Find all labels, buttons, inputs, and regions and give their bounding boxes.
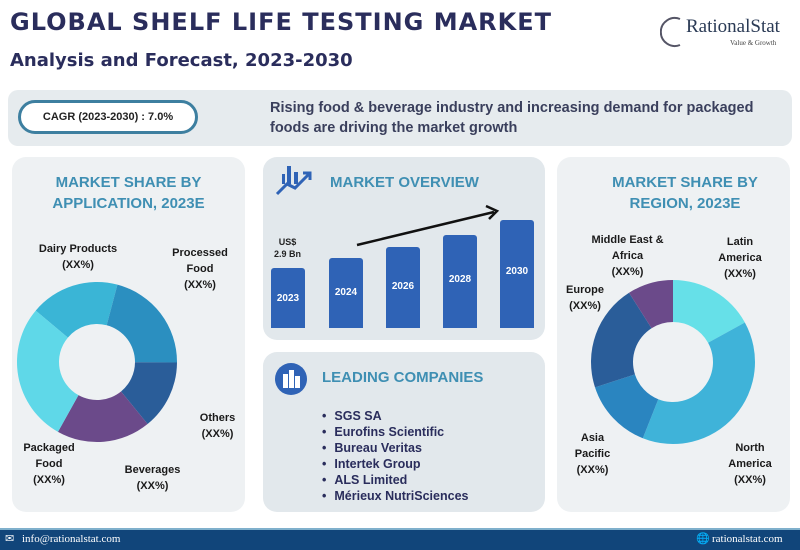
slice-value: (XX%) [734, 474, 766, 486]
slice-value: (XX%) [576, 464, 609, 476]
label-packaged-food: Packaged Food (XX%) [14, 440, 84, 488]
slice-value: (XX%) [611, 266, 644, 278]
slice-north-america [642, 322, 756, 444]
growth-chart-icon [275, 166, 312, 196]
logo-name: RationalStat [686, 16, 780, 37]
slice-name: Others [199, 412, 236, 424]
label-europe: Europe (XX%) [560, 282, 610, 314]
globe-icon: 🌐 [696, 533, 710, 545]
footer-website[interactable]: rationalstat.com [712, 533, 783, 545]
base-value-label: US$ 2.9 Bn [274, 236, 301, 260]
slice-value: (XX%) [569, 300, 601, 312]
slice-dairy-products [35, 282, 118, 338]
logo: RationalStat Value & Growth [660, 14, 795, 50]
slice-value: (XX%) [136, 480, 169, 492]
company-item: Bureau Veritas [322, 440, 468, 456]
slice-name: Beverages [124, 464, 181, 476]
company-item: ALS Limited [322, 472, 468, 488]
bar-2023: 2023 [271, 268, 305, 328]
company-item: Eurofins Scientific [322, 424, 468, 440]
slice-name: Middle East & Africa [591, 234, 664, 262]
label-beverages: Beverages (XX%) [110, 462, 195, 494]
bar-label: 2028 [448, 273, 472, 285]
slice-processed-food [106, 284, 177, 363]
company-item: Intertek Group [322, 456, 468, 472]
slice-name: Processed Food [172, 247, 228, 275]
bar-label: 2023 [276, 293, 300, 305]
footer-email[interactable]: info@rationalstat.com [22, 533, 121, 545]
label-asia-pacific: Asia Pacific (XX%) [565, 430, 620, 478]
slice-name: Dairy Products [38, 243, 118, 255]
companies-list: SGS SA Eurofins Scientific Bureau Verita… [322, 408, 468, 504]
bar-label: 2026 [391, 281, 415, 293]
value-currency: US$ [278, 237, 297, 247]
cagr-badge: CAGR (2023-2030) : 7.0% [18, 100, 198, 134]
label-north-america: North America (XX%) [710, 440, 790, 488]
buildings-icon [275, 363, 307, 395]
company-item: SGS SA [322, 408, 468, 424]
market-overview-title: MARKET OVERVIEW [330, 174, 479, 191]
leading-companies-title: LEADING COMPANIES [322, 369, 484, 386]
market-driver-text: Rising food & beverage industry and incr… [270, 100, 754, 136]
label-middle-east-africa: Middle East & Africa (XX%) [585, 232, 670, 280]
slice-name: Latin America [718, 236, 762, 264]
slice-europe [591, 292, 652, 388]
slice-packaged-food [16, 310, 79, 432]
page-title: GLOBAL SHELF LIFE TESTING MARKET [10, 8, 553, 36]
label-processed-food: Processed Food (XX%) [160, 245, 240, 293]
slice-value: (XX%) [724, 268, 756, 280]
slice-others [121, 362, 177, 424]
slice-latin-america [673, 280, 745, 343]
slice-middle-east-africa [629, 280, 673, 329]
bar-2030: 2030 [500, 220, 534, 328]
slice-name: Packaged Food [23, 442, 75, 470]
region-title-line1: MARKET SHARE BY [612, 174, 758, 191]
application-title-line2: APPLICATION, 2023E [52, 195, 205, 212]
mail-icon: ✉ [5, 533, 15, 545]
region-title: MARKET SHARE BY REGION, 2023E [570, 172, 800, 214]
region-title-line2: REGION, 2023E [629, 195, 741, 212]
label-others: Others (XX%) [190, 410, 245, 442]
slice-value: (XX%) [184, 279, 216, 291]
logo-clock-icon [660, 17, 681, 47]
value-amount: 2.9 Bn [274, 249, 302, 259]
bar-2028: 2028 [443, 234, 477, 328]
bar-2024: 2024 [329, 257, 363, 328]
slice-name: Asia Pacific [574, 432, 611, 460]
label-latin-america: Latin America (XX%) [700, 234, 780, 282]
company-item: Mérieux NutriSciences [322, 488, 468, 504]
bar-label: 2024 [334, 287, 358, 299]
bar-2026: 2026 [386, 247, 420, 328]
page-subtitle: Analysis and Forecast, 2023-2030 [10, 50, 353, 71]
label-dairy-products: Dairy Products (XX%) [28, 241, 128, 273]
slice-value: (XX%) [62, 259, 94, 271]
application-title-line1: MARKET SHARE BY [55, 174, 202, 191]
slice-value: (XX%) [33, 474, 65, 486]
slice-asia-pacific [595, 374, 659, 439]
bar-label: 2030 [505, 265, 529, 277]
slice-value: (XX%) [201, 428, 234, 440]
slice-beverages [57, 391, 148, 442]
application-title: MARKET SHARE BY APPLICATION, 2023E [12, 172, 245, 214]
logo-tagline: Value & Growth [730, 39, 777, 47]
slice-name: Europe [566, 284, 604, 296]
footer: ✉ info@rationalstat.com 🌐 rationalstat.c… [0, 528, 800, 550]
slice-name: North America [728, 442, 772, 470]
